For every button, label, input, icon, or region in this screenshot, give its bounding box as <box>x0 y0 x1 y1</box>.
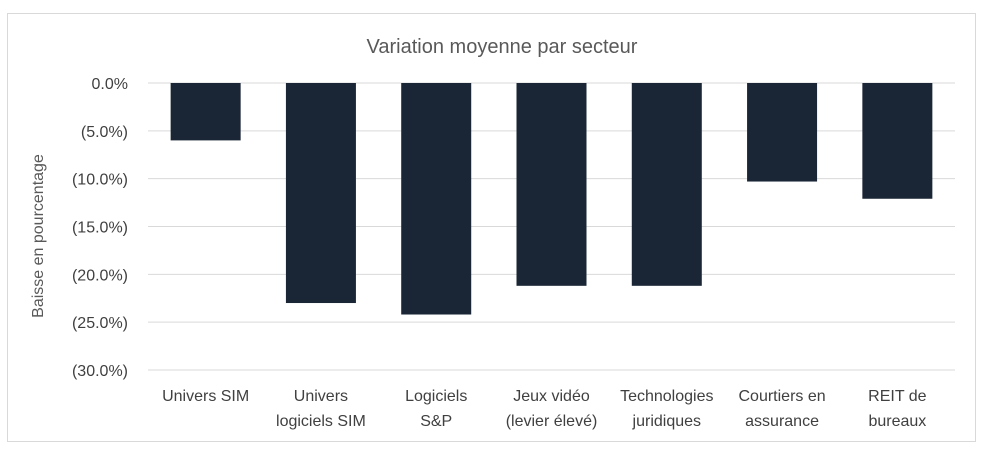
x-axis-categories: Univers SIM Univers logiciels SIM Logiciels… <box>162 388 927 430</box>
y-tick-label: (25.0%) <box>72 315 128 332</box>
x-category-label: bureaux <box>868 413 926 430</box>
x-category-label: Univers SIM <box>162 388 249 405</box>
y-tick-label: (30.0%) <box>72 363 128 380</box>
x-category-label: Jeux vidéo <box>513 388 590 405</box>
bar <box>285 83 356 304</box>
y-tick-label: (5.0%) <box>81 124 128 141</box>
y-tick-label: (10.0%) <box>72 172 128 189</box>
chart-title: Variation moyenne par secteur <box>367 36 638 58</box>
y-tick-label: 0.0% <box>92 76 128 93</box>
y-axis-ticks: 0.0% (5.0%) (10.0%) (15.0%) (20.0%) (25.0%) (3… <box>72 76 128 380</box>
x-category-label: logiciels SIM <box>276 413 366 430</box>
x-category-label: Univers <box>294 388 348 405</box>
y-tick-label: (20.0%) <box>72 267 128 284</box>
x-category-label: assurance <box>745 413 819 430</box>
bar <box>747 83 818 182</box>
x-category-label: REIT de <box>868 388 927 405</box>
bar <box>401 83 472 315</box>
bar <box>516 83 587 286</box>
x-category-label: (levier élevé) <box>506 413 598 430</box>
bars <box>170 83 933 315</box>
bar <box>862 83 933 199</box>
y-axis-title: Baisse en pourcentage <box>30 154 47 318</box>
bar <box>170 83 241 141</box>
y-tick-label: (15.0%) <box>72 220 128 237</box>
x-category-label: juridiques <box>632 413 701 430</box>
x-category-label: Technologies <box>620 388 713 405</box>
bar <box>631 83 702 286</box>
x-category-label: Logiciels <box>405 388 467 405</box>
x-category-label: Courtiers en <box>738 388 825 405</box>
x-category-label: S&P <box>420 413 452 430</box>
